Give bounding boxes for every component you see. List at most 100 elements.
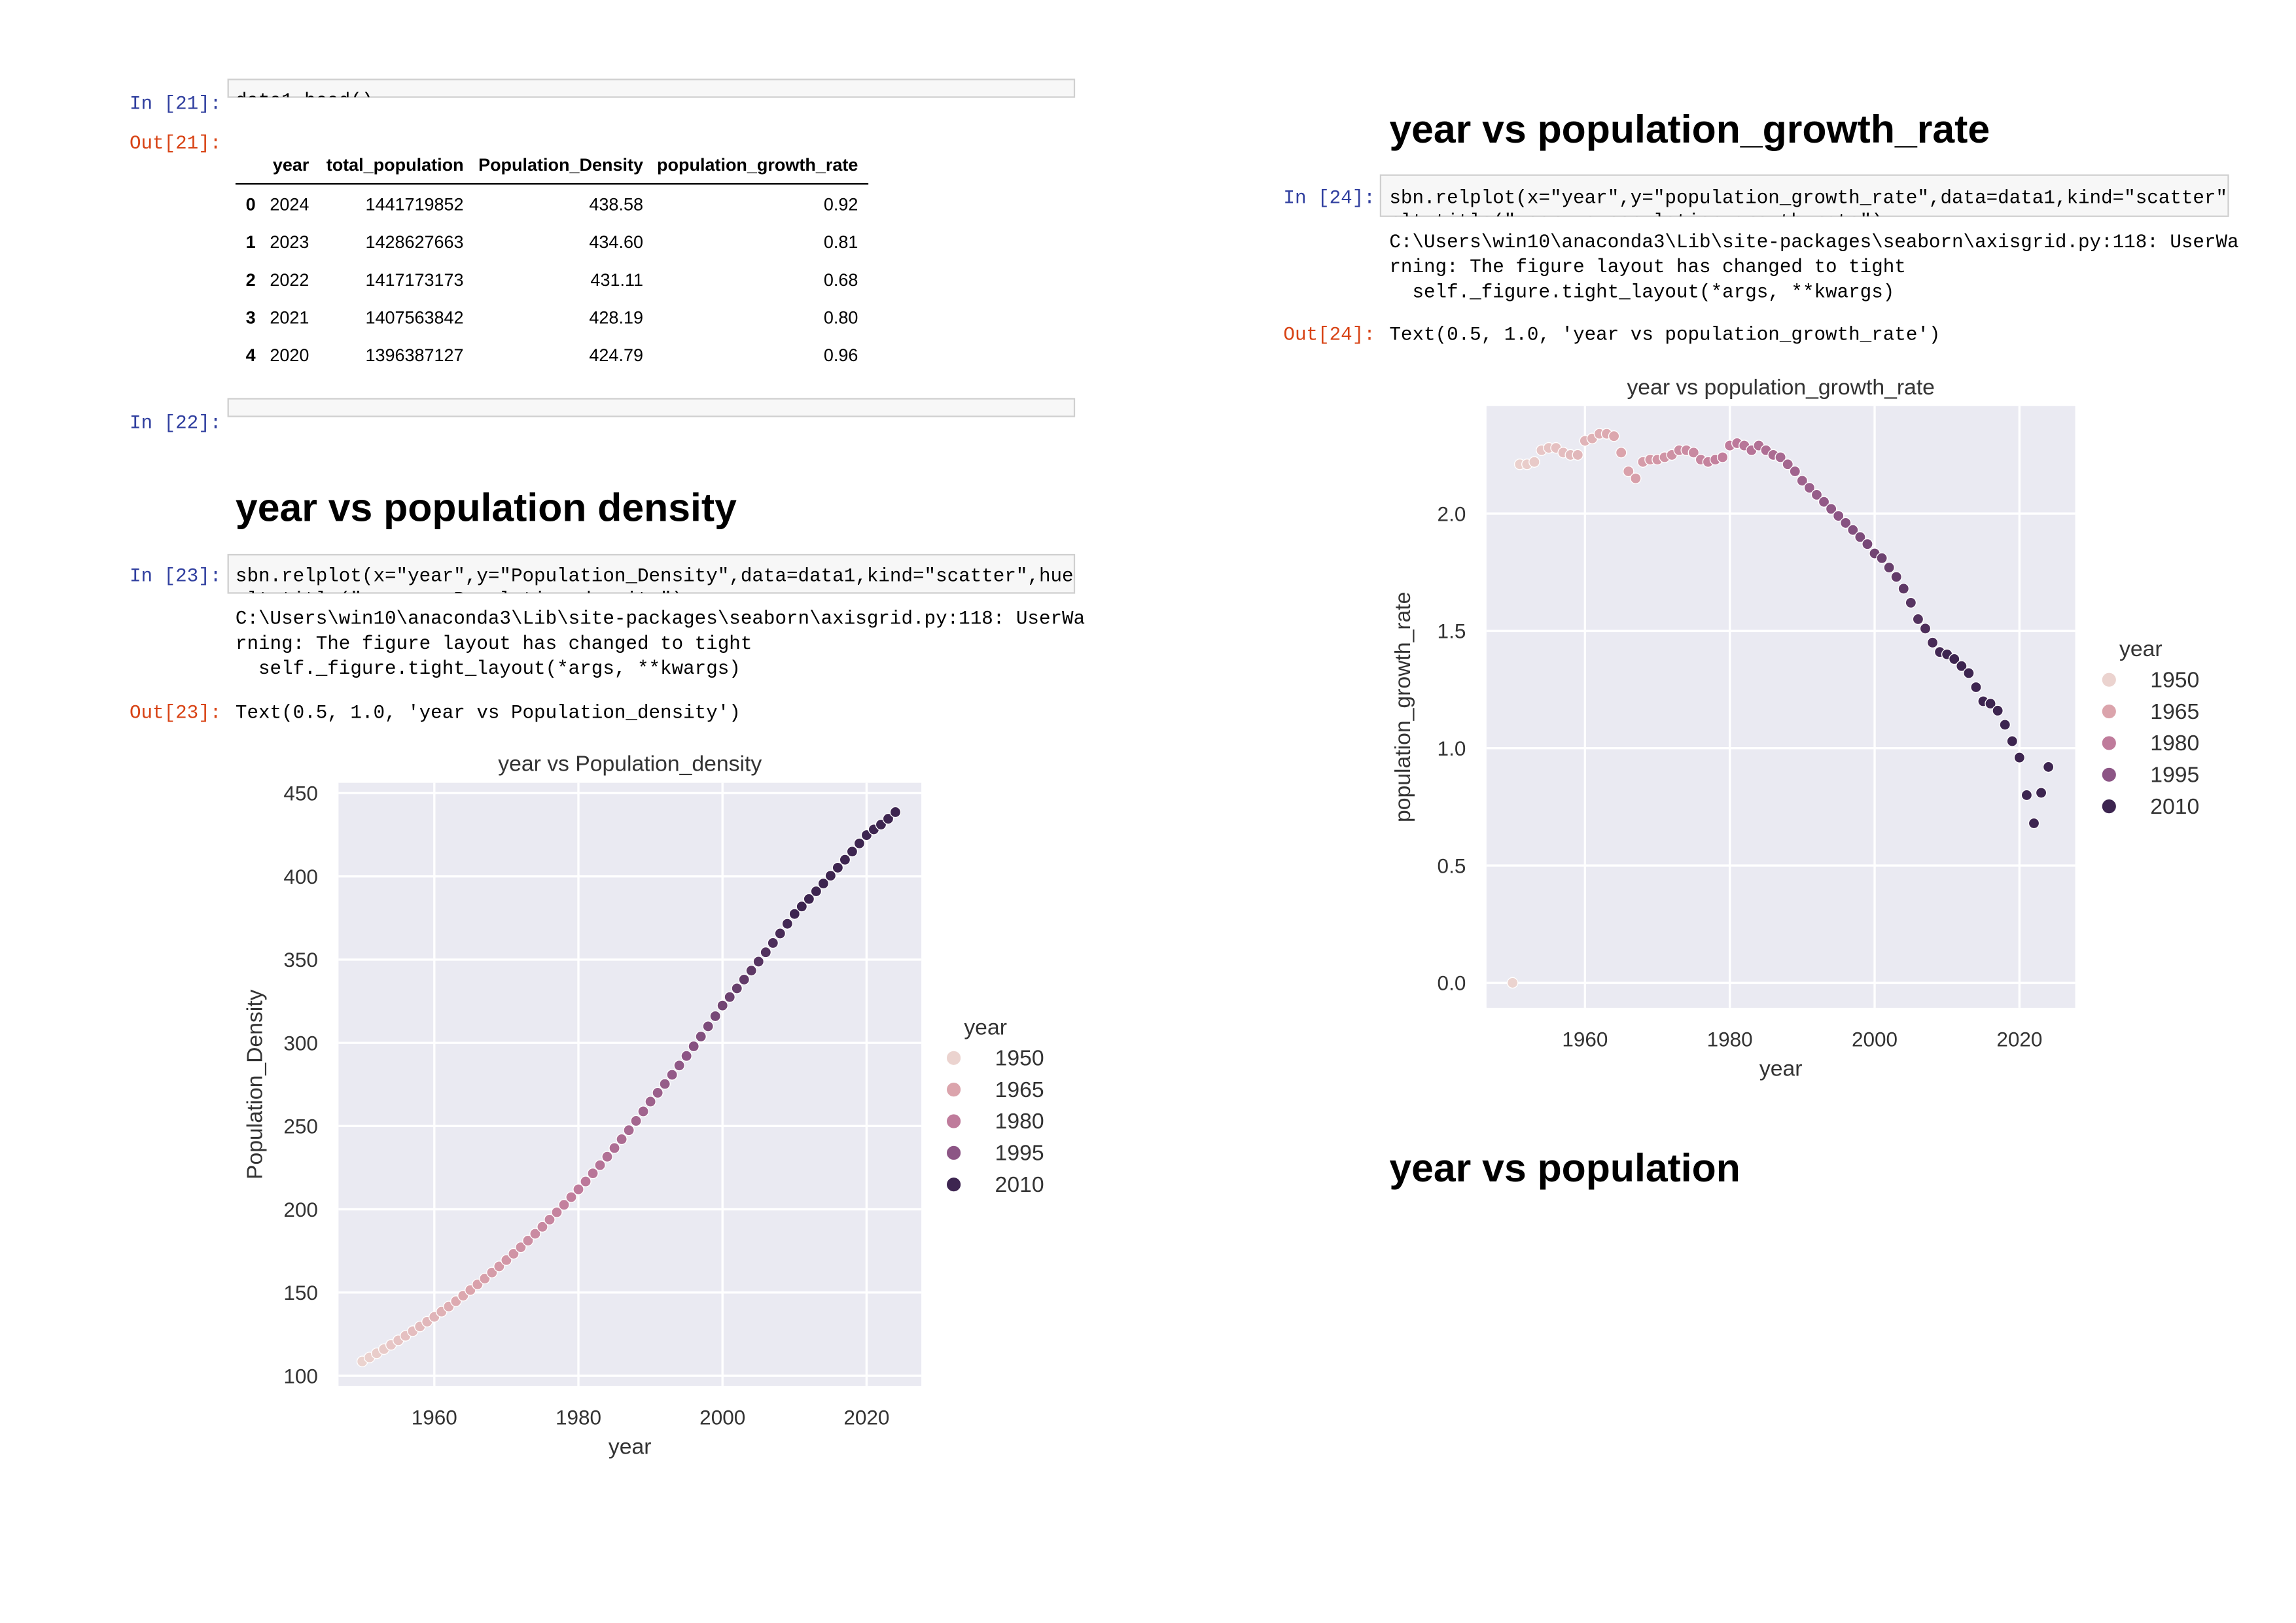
scatter-point (853, 837, 866, 850)
table-cell: 0.68 (824, 270, 858, 290)
scatter-point (508, 1248, 520, 1260)
code-cell[interactable] (227, 553, 1076, 594)
code-line: plt.title("year vs Population_density") (236, 589, 683, 610)
output-prompt: Out[24]: (1283, 324, 1375, 346)
table-cell: 1417173173 (365, 270, 463, 290)
scatter-point (1862, 538, 1873, 550)
scatter-point (544, 1213, 556, 1226)
scatter-point (1687, 447, 1700, 459)
table-cell: 1428627663 (365, 232, 463, 252)
scatter-point (1948, 653, 1960, 665)
legend-marker (945, 1113, 962, 1129)
scatter-point (1926, 637, 1939, 649)
x-tick-label: 1960 (412, 1405, 457, 1429)
legend-title: year (2119, 637, 2163, 661)
table-cell: 1407563842 (365, 307, 463, 327)
scatter-point (824, 869, 837, 882)
scatter-point (2006, 735, 2019, 747)
y-tick-label: 1.0 (1438, 737, 1466, 760)
column-header: Population_Density (478, 155, 643, 175)
table-cell: 0.80 (824, 307, 858, 327)
scatter-point (1608, 430, 1620, 442)
scatter-point (688, 1040, 699, 1053)
scatter-point (680, 1050, 692, 1062)
y-axis-label: population_growth_rate (1390, 592, 1415, 822)
output-prompt: Out[21]: (130, 133, 221, 154)
stderr-line: rning: The figure layout has changed to … (1389, 256, 1905, 278)
input-prompt: In [22]: (130, 413, 221, 434)
input-prompt: In [21]: (130, 93, 221, 114)
scatter-point (1528, 456, 1540, 468)
table-cell: 434.60 (589, 232, 643, 252)
x-tick-label: 2020 (1996, 1027, 2042, 1051)
scatter-point (587, 1167, 599, 1179)
table-cell: 2021 (270, 307, 309, 327)
table-cell: 0.81 (824, 232, 858, 252)
code-cell[interactable] (227, 398, 1076, 417)
input-prompt: In [24]: (1283, 187, 1375, 209)
table-cell: 1441719852 (365, 195, 463, 215)
legend-marker (2101, 735, 2117, 751)
scatter-point (781, 918, 794, 930)
scatter-point (745, 964, 758, 977)
legend-marker (2101, 672, 2117, 688)
scatter-point (788, 908, 801, 920)
code-cell[interactable] (1379, 174, 2229, 217)
scatter-point (1992, 705, 2004, 717)
legend-title: year (964, 1015, 1007, 1039)
scatter-point (817, 877, 830, 890)
scatter-point (601, 1151, 613, 1162)
legend-label: 1995 (995, 1141, 1044, 1166)
scatter-point (760, 946, 772, 958)
y-tick-label: 0.0 (1438, 971, 1466, 995)
scatter-point (1985, 697, 1996, 710)
y-tick-label: 150 (283, 1281, 318, 1304)
scatter-point (486, 1266, 498, 1279)
scatter-point (1999, 719, 2011, 731)
table-cell: 2020 (270, 345, 309, 365)
scatter-point (832, 862, 844, 874)
scatter-point (839, 854, 851, 865)
dataframe-table: year total_population Population_Density… (235, 155, 869, 365)
scatter-point (1775, 451, 1786, 463)
scatter-point (1782, 458, 1793, 470)
y-tick-label: 400 (283, 865, 318, 888)
table-cell: 438.58 (589, 195, 643, 215)
scatter-point (573, 1183, 584, 1195)
legend-marker (945, 1145, 962, 1161)
x-tick-label: 2000 (699, 1405, 745, 1429)
table-cell: 424.79 (589, 345, 643, 365)
scatter-point (1803, 481, 1816, 494)
scatter-point (738, 973, 751, 986)
table-cell: 2024 (270, 195, 309, 215)
code-cell[interactable] (227, 79, 1076, 98)
legend-label: 2010 (2150, 794, 2199, 819)
scatter-point (2013, 752, 2026, 763)
scatter-point (2042, 761, 2055, 773)
scatter-point (1615, 447, 1627, 459)
scatter-point (2035, 787, 2047, 799)
scatter-point (659, 1078, 671, 1090)
table-cell: 2022 (270, 270, 309, 290)
table-cell: 0.96 (824, 345, 858, 365)
markdown-heading: year vs population density (236, 485, 737, 529)
scatter-point (1876, 552, 1888, 564)
scatter-point (2021, 789, 2033, 801)
row-index: 0 (246, 195, 256, 215)
scatter-point (1832, 510, 1845, 522)
scatter-point (724, 991, 736, 1003)
scatter-point (846, 845, 858, 858)
x-tick-label: 1980 (1707, 1027, 1753, 1051)
scatter-point (637, 1106, 649, 1117)
y-tick-label: 250 (283, 1115, 318, 1138)
scatter-point (623, 1124, 635, 1136)
scatter-point (889, 806, 902, 818)
scatter-point (731, 983, 743, 994)
stderr-line: rning: The figure layout has changed to … (236, 633, 752, 655)
code-line: sbn.relplot(x="year",y="Population_Densi… (236, 565, 1165, 587)
scatter-point (1854, 531, 1866, 543)
legend-marker (945, 1081, 962, 1098)
table-cell: 431.11 (590, 270, 643, 290)
legend-label: 1965 (2150, 699, 2199, 724)
y-axis-label: Population_Density (242, 989, 267, 1179)
